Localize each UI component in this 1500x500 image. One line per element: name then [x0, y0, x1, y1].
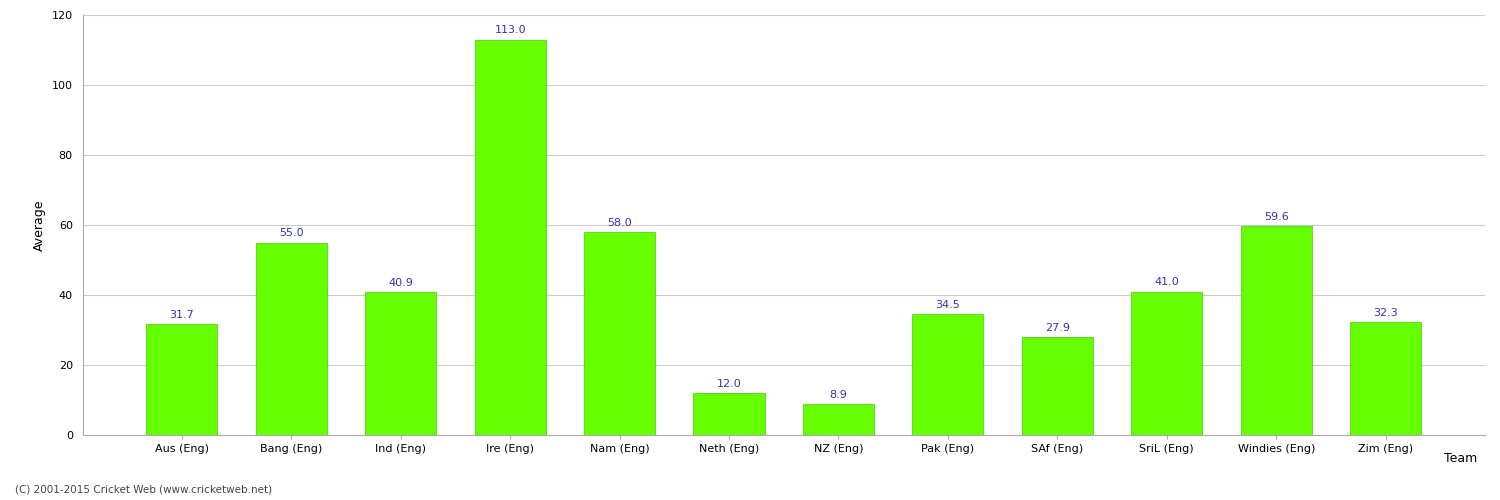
Bar — [255, 242, 327, 435]
Text: 32.3: 32.3 — [1374, 308, 1398, 318]
Bar — [912, 314, 984, 435]
Bar — [584, 232, 656, 435]
Text: 59.6: 59.6 — [1264, 212, 1288, 222]
Text: 12.0: 12.0 — [717, 379, 741, 389]
Text: 55.0: 55.0 — [279, 228, 303, 238]
Bar — [1240, 226, 1312, 435]
Bar — [1022, 338, 1094, 435]
Text: 34.5: 34.5 — [936, 300, 960, 310]
Bar — [1350, 322, 1420, 435]
Bar — [364, 292, 436, 435]
Text: 58.0: 58.0 — [608, 218, 631, 228]
Bar — [802, 404, 874, 435]
Text: 27.9: 27.9 — [1046, 323, 1070, 333]
Text: Team: Team — [1444, 452, 1478, 465]
Bar — [1131, 292, 1203, 435]
Text: (C) 2001-2015 Cricket Web (www.cricketweb.net): (C) 2001-2015 Cricket Web (www.cricketwe… — [15, 485, 272, 495]
Text: 31.7: 31.7 — [170, 310, 194, 320]
Text: 41.0: 41.0 — [1155, 278, 1179, 287]
Y-axis label: Average: Average — [33, 199, 46, 251]
Bar — [474, 40, 546, 435]
Bar — [693, 393, 765, 435]
Bar — [147, 324, 218, 435]
Text: 8.9: 8.9 — [830, 390, 848, 400]
Text: 113.0: 113.0 — [495, 26, 526, 36]
Text: 40.9: 40.9 — [388, 278, 412, 287]
